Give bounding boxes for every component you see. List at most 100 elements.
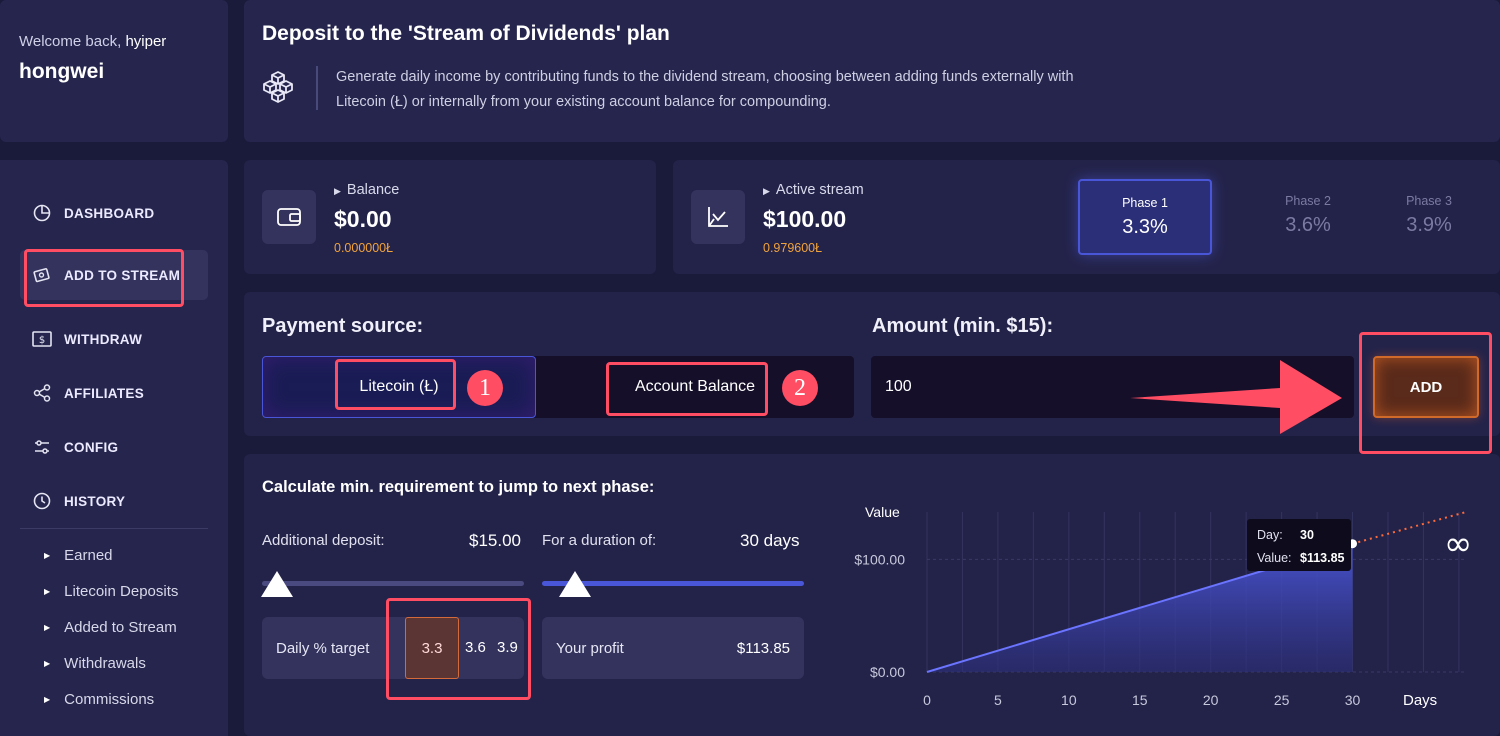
stream-ltc: 0.979600Ł bbox=[763, 241, 823, 255]
x-tick-label: 20 bbox=[1203, 692, 1219, 708]
dollar-bill-icon: $ bbox=[20, 331, 64, 347]
nav-label: HISTORY bbox=[64, 493, 126, 509]
chart-xlabel: Days bbox=[1403, 692, 1437, 709]
add-stream-icon bbox=[20, 266, 64, 284]
phase-1[interactable]: Phase 1 3.3% bbox=[1078, 179, 1212, 255]
history-litecoin-deposits[interactable]: ▶ Litecoin Deposits bbox=[44, 583, 178, 600]
phase-3[interactable]: Phase 3 3.9% bbox=[1362, 179, 1496, 255]
triangle-right-icon: ▶ bbox=[44, 587, 51, 596]
nav-label: CONFIG bbox=[64, 439, 119, 455]
share-icon bbox=[20, 384, 64, 402]
daily-target-box: Daily % target 3.3 3.6 3.9 bbox=[262, 617, 524, 679]
deposit-value: $15.00 bbox=[469, 531, 521, 550]
stream-label[interactable]: ▶ Active stream bbox=[763, 182, 864, 198]
triangle-right-icon: ▶ bbox=[44, 695, 51, 704]
nav-config[interactable]: CONFIG bbox=[20, 422, 208, 472]
nav-withdraw[interactable]: $ WITHDRAW bbox=[20, 314, 208, 364]
sidebar-divider bbox=[20, 528, 208, 529]
phase-value: 3.3% bbox=[1122, 216, 1168, 238]
balance-ltc: 0.000000Ł bbox=[334, 241, 394, 255]
infinity-symbol: ∞ bbox=[1444, 524, 1472, 564]
header-separator bbox=[316, 66, 318, 110]
x-tick-label: 30 bbox=[1345, 692, 1361, 708]
balance-label[interactable]: ▶ Balance bbox=[334, 182, 399, 198]
source-litecoin-label: Litecoin (Ł) bbox=[359, 378, 439, 395]
phase-label: Phase 2 bbox=[1285, 194, 1331, 208]
header-panel: Deposit to the 'Stream of Dividends' pla… bbox=[244, 0, 1500, 142]
welcome-panel: Welcome back, hyiper hongwei bbox=[0, 0, 228, 142]
x-tick-label: 25 bbox=[1274, 692, 1290, 708]
tooltip-value: $113.85 bbox=[1300, 551, 1345, 565]
nav-history[interactable]: HISTORY bbox=[20, 476, 208, 526]
y-tick-label: $100.00 bbox=[854, 551, 905, 567]
target-option-3-3[interactable]: 3.3 bbox=[405, 617, 459, 679]
chart-ylabel: Value bbox=[865, 504, 900, 520]
history-commissions[interactable]: ▶ Commissions bbox=[44, 691, 154, 708]
welcome-name: hyiper bbox=[125, 33, 167, 50]
clock-icon bbox=[20, 492, 64, 510]
chart-tooltip: Day: 30 Value: $113.85 bbox=[1247, 519, 1351, 571]
deposit-slider-thumb[interactable] bbox=[261, 571, 293, 597]
sliders-icon bbox=[20, 438, 64, 456]
deposit-slider-track[interactable] bbox=[262, 581, 524, 586]
chart-projection-line bbox=[1352, 511, 1467, 545]
page-description: Generate daily income by contributing fu… bbox=[336, 69, 1074, 110]
cubes-icon bbox=[263, 71, 293, 103]
nav-add-to-stream[interactable]: ADD TO STREAM bbox=[20, 250, 208, 300]
sub-label: Earned bbox=[64, 547, 113, 564]
source-balance-label: Account Balance bbox=[634, 378, 756, 395]
sub-label: Withdrawals bbox=[64, 655, 146, 672]
profit-value: $113.85 bbox=[736, 640, 790, 657]
wallet-icon bbox=[262, 190, 316, 244]
tooltip-value-label: Value: bbox=[1257, 551, 1292, 565]
phase-2[interactable]: Phase 2 3.6% bbox=[1241, 179, 1375, 255]
welcome-prefix: Welcome back, bbox=[19, 33, 122, 50]
triangle-right-icon: ▶ bbox=[763, 186, 770, 196]
welcome-text: Welcome back, hyiper bbox=[19, 33, 166, 50]
duration-slider-track[interactable] bbox=[542, 581, 804, 586]
amount-input[interactable] bbox=[871, 356, 1354, 418]
page-title: Deposit to the 'Stream of Dividends' pla… bbox=[262, 22, 670, 45]
nav-affiliates[interactable]: AFFILIATES bbox=[20, 368, 208, 418]
phase-label: Phase 3 bbox=[1406, 194, 1452, 208]
sidebar: DASHBOARD ADD TO STREAM $ WITHDRAW AFFIL… bbox=[0, 160, 228, 736]
tooltip-day-value: 30 bbox=[1300, 528, 1314, 542]
add-button[interactable]: ADD bbox=[1373, 356, 1479, 418]
amount-label: Amount (min. $15): bbox=[872, 315, 1054, 337]
phase-value: 3.6% bbox=[1285, 214, 1331, 236]
chart-axis-icon bbox=[691, 190, 745, 244]
payment-source-group: Litecoin (Ł) Account Balance bbox=[262, 356, 854, 418]
phase-label: Phase 1 bbox=[1122, 196, 1168, 210]
history-earned[interactable]: ▶ Earned bbox=[44, 547, 113, 564]
target-option-3-6[interactable]: 3.6 bbox=[465, 639, 486, 656]
daily-target-label: Daily % target bbox=[276, 640, 370, 657]
nav-label: AFFILIATES bbox=[64, 385, 144, 401]
history-withdrawals[interactable]: ▶ Withdrawals bbox=[44, 655, 146, 672]
nav-label: DASHBOARD bbox=[64, 205, 155, 221]
phase-value: 3.9% bbox=[1406, 214, 1452, 236]
x-tick-label: 15 bbox=[1132, 692, 1148, 708]
balance-value: $0.00 bbox=[334, 206, 392, 232]
target-option-3-9[interactable]: 3.9 bbox=[497, 639, 518, 656]
x-tick-label: 10 bbox=[1061, 692, 1077, 708]
triangle-right-icon: ▶ bbox=[44, 659, 51, 668]
payment-source-label: Payment source: bbox=[262, 315, 424, 337]
history-added-to-stream[interactable]: ▶ Added to Stream bbox=[44, 619, 177, 636]
chart-ticks: 0 5 10 15 20 25 30 $0.00 $100.00 bbox=[854, 551, 1360, 708]
calculator-title: Calculate min. requirement to jump to ne… bbox=[262, 478, 655, 496]
profit-box: Your profit $113.85 bbox=[542, 617, 804, 679]
x-tick-label: 0 bbox=[923, 692, 931, 708]
svg-text:$: $ bbox=[39, 335, 45, 346]
duration-slider-thumb[interactable] bbox=[559, 571, 591, 597]
stream-label-text: Active stream bbox=[775, 182, 864, 198]
active-stream-card: ▶ Active stream $100.00 0.979600Ł Phase 1… bbox=[673, 160, 1500, 274]
source-account-balance-button[interactable]: Account Balance bbox=[536, 356, 854, 418]
step-marker-2: 2 bbox=[782, 370, 818, 406]
sub-label: Litecoin Deposits bbox=[64, 583, 179, 600]
nav-label: ADD TO STREAM bbox=[64, 267, 181, 283]
triangle-right-icon: ▶ bbox=[44, 551, 51, 560]
balance-label-text: Balance bbox=[346, 182, 400, 198]
stream-value: $100.00 bbox=[763, 206, 847, 232]
duration-label: For a duration of: bbox=[542, 532, 657, 549]
nav-dashboard[interactable]: DASHBOARD bbox=[20, 188, 208, 238]
